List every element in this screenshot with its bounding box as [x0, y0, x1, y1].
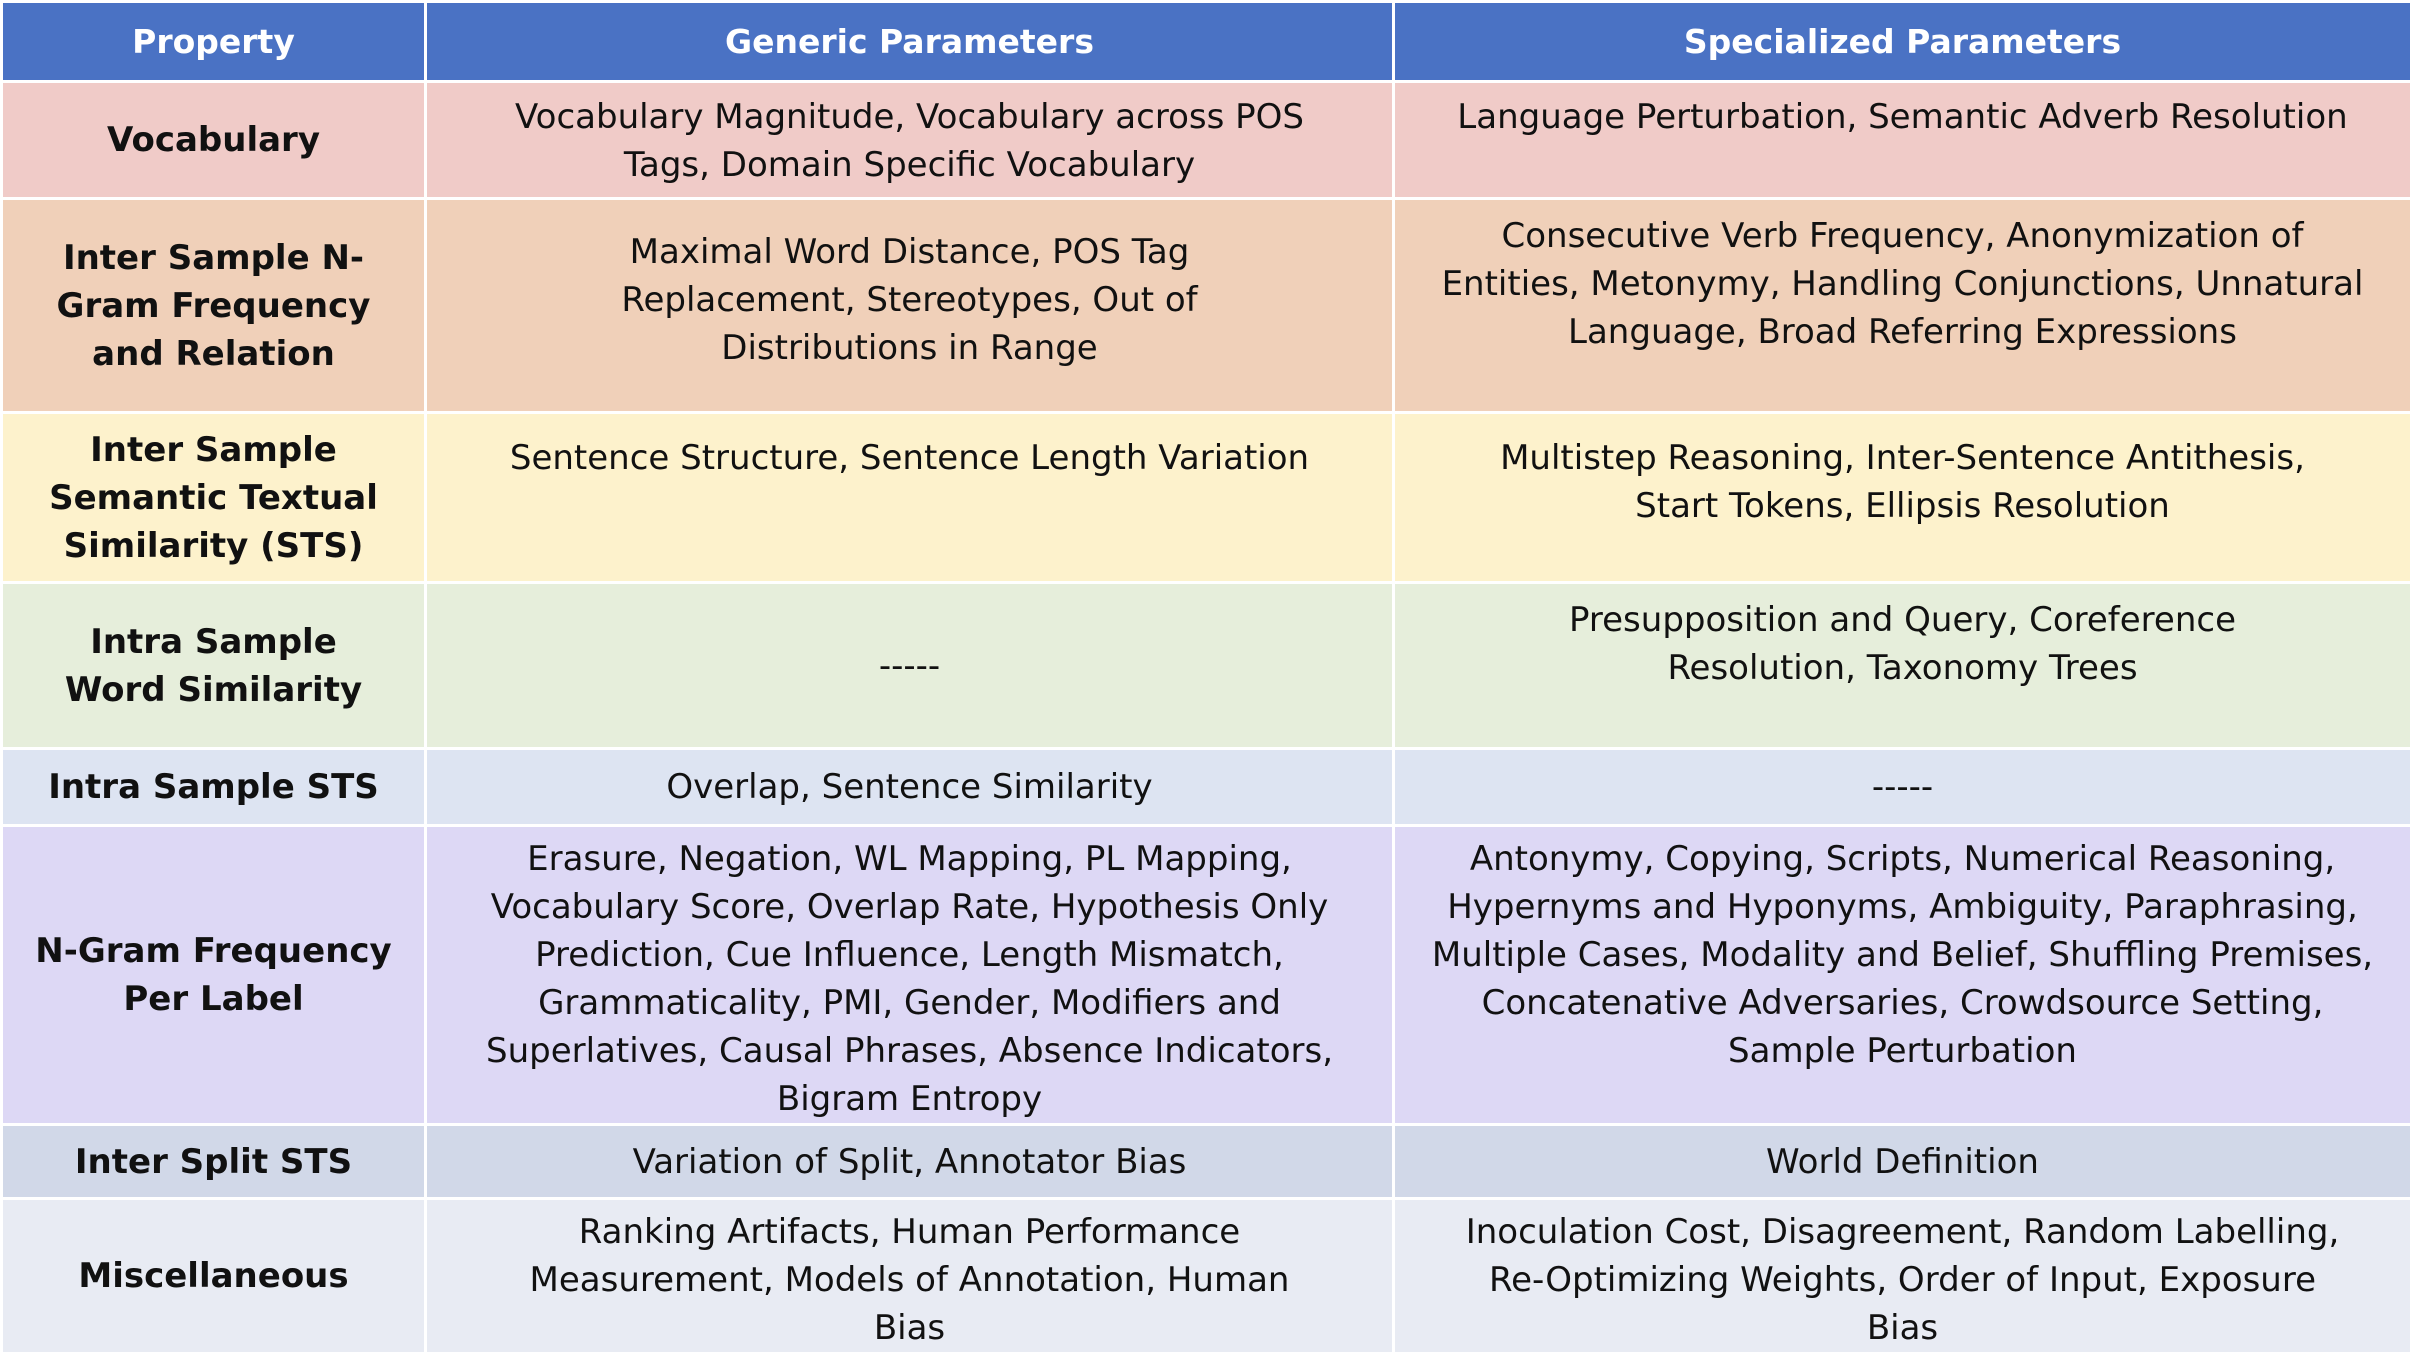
property-cell: Vocabulary — [2, 82, 426, 199]
generic-cell: Sentence Structure, Sentence Length Vari… — [426, 413, 1394, 583]
property-cell: Miscellaneous — [2, 1199, 426, 1354]
property-cell: Intra Sample Word Similarity — [2, 583, 426, 749]
header-specialized-parameters: Specialized Parameters — [1394, 2, 2410, 82]
table-row: Inter Sample Semantic Textual Similarity… — [2, 413, 2410, 583]
specialized-cell: Language Perturbation, Semantic Adverb R… — [1394, 82, 2410, 199]
specialized-cell: Inoculation Cost, Disagreement, Random L… — [1394, 1199, 2410, 1354]
property-cell: N-Gram Frequency Per Label — [2, 826, 426, 1125]
specialized-cell: Antonymy, Copying, Scripts, Numerical Re… — [1394, 826, 2410, 1125]
table-row: N-Gram Frequency Per Label Erasure, Nega… — [2, 826, 2410, 1125]
table-row: Inter Sample N-Gram Frequency and Relati… — [2, 199, 2410, 413]
table-row: Miscellaneous Ranking Artifacts, Human P… — [2, 1199, 2410, 1354]
generic-cell: Ranking Artifacts, Human Performance Mea… — [426, 1199, 1394, 1354]
specialized-cell: World Definition — [1394, 1125, 2410, 1199]
generic-cell: Vocabulary Magnitude, Vocabulary across … — [426, 82, 1394, 199]
header-property: Property — [2, 2, 426, 82]
table-row: Intra Sample Word Similarity ----- Presu… — [2, 583, 2410, 749]
header-generic-parameters: Generic Parameters — [426, 2, 1394, 82]
property-cell: Inter Sample Semantic Textual Similarity… — [2, 413, 426, 583]
specialized-cell: ----- — [1394, 749, 2410, 826]
property-cell: Intra Sample STS — [2, 749, 426, 826]
generic-cell: Variation of Split, Annotator Bias — [426, 1125, 1394, 1199]
property-cell: Inter Sample N-Gram Frequency and Relati… — [2, 199, 426, 413]
table-row: Vocabulary Vocabulary Magnitude, Vocabul… — [2, 82, 2410, 199]
specialized-cell: Multistep Reasoning, Inter-Sentence Anti… — [1394, 413, 2410, 583]
table-row: Intra Sample STS Overlap, Sentence Simil… — [2, 749, 2410, 826]
generic-cell: Maximal Word Distance, POS Tag Replaceme… — [426, 199, 1394, 413]
table-row: Inter Split STS Variation of Split, Anno… — [2, 1125, 2410, 1199]
generic-cell: Erasure, Negation, WL Mapping, PL Mappin… — [426, 826, 1394, 1125]
header-row: Property Generic Parameters Specialized … — [2, 2, 2410, 82]
property-cell: Inter Split STS — [2, 1125, 426, 1199]
specialized-cell: Presupposition and Query, Coreference Re… — [1394, 583, 2410, 749]
specialized-cell: Consecutive Verb Frequency, Anonymizatio… — [1394, 199, 2410, 413]
generic-cell: ----- — [426, 583, 1394, 749]
generic-cell: Overlap, Sentence Similarity — [426, 749, 1394, 826]
